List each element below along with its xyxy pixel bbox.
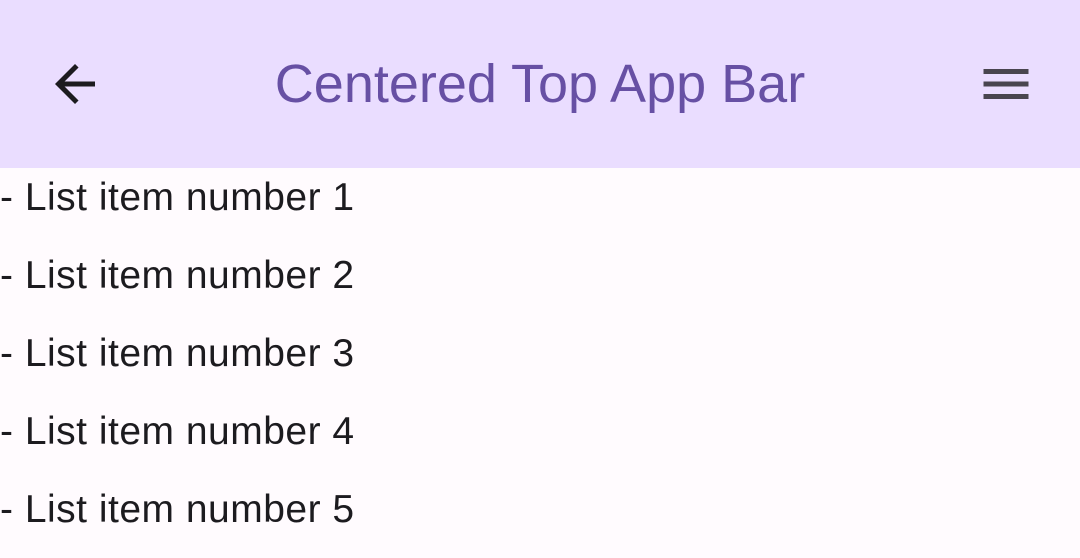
back-button[interactable] xyxy=(45,54,105,114)
arrow-back-icon xyxy=(55,64,95,104)
menu-button[interactable] xyxy=(976,54,1036,114)
item-list: - List item number 1 - List item number … xyxy=(0,159,355,549)
list-item: - List item number 4 xyxy=(0,410,355,453)
list-item: - List item number 2 xyxy=(0,254,355,297)
list-item: - List item number 5 xyxy=(0,488,355,531)
list-item: - List item number 1 xyxy=(0,176,355,219)
app-bar-title: Centered Top App Bar xyxy=(274,54,806,114)
top-app-bar: Centered Top App Bar xyxy=(0,0,1080,168)
menu-icon xyxy=(983,69,1029,99)
list-item: - List item number 3 xyxy=(0,332,355,375)
